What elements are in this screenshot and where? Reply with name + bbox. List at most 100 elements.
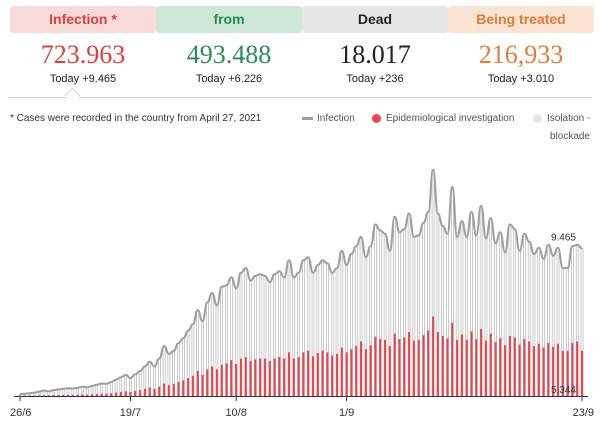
x-tick-label: 23/9 [573, 407, 594, 419]
epidemiological-bar [547, 342, 550, 396]
epidemiological-bar [71, 394, 74, 396]
epidemiological-bar [384, 339, 387, 396]
epidemiological-bar [393, 333, 396, 396]
epidemiological-bar [552, 346, 555, 396]
epidemiological-bar [412, 340, 415, 396]
infection-line [19, 168, 583, 396]
summary-cards: Infection * 723.963 Today +9.465 from 49… [10, 6, 594, 96]
epidemiological-bar [43, 395, 46, 396]
epidemiological-bar [129, 392, 132, 396]
epidemiological-bar [110, 393, 113, 396]
epidemiological-bar [283, 358, 286, 396]
x-tick-label: 26/6 [10, 407, 31, 419]
footnote: * Cases were recorded in the country fro… [10, 113, 262, 124]
epidemiological-bar [331, 355, 334, 396]
epidemiological-bar [86, 394, 89, 396]
epidemiological-bar [484, 340, 487, 396]
epidemiological-bar [225, 363, 228, 396]
epidemiological-bar [470, 331, 473, 396]
epidemiological-bar [513, 337, 516, 396]
epidemiological-bar [446, 338, 449, 396]
epidemiological-bar [263, 358, 266, 396]
epidemiological-bar [576, 341, 579, 396]
epidemiological-bar [417, 339, 420, 396]
epidemiological-bar [119, 391, 122, 396]
epidemiological-bar [163, 383, 166, 396]
epidemiological-bar [124, 391, 127, 396]
epidemiological-bar [504, 345, 507, 396]
infection-card-value: 723.963 [40, 40, 126, 69]
legend-grey-dot-icon [533, 113, 542, 123]
epidemiological-bar [230, 360, 233, 396]
dead-card-label: Dead [302, 6, 448, 33]
epidemiological-bar [220, 364, 223, 396]
epidemiological-bar [441, 335, 444, 396]
epidemiological-bar [321, 350, 324, 396]
epidemiological-bar [115, 392, 118, 396]
legend-epidemiological: Epidemiological investigation [372, 113, 514, 124]
infection-card[interactable]: Infection * 723.963 Today +9.465 [10, 6, 156, 86]
epidemiological-bar [489, 333, 492, 396]
legend-isolation-cont: blockade [549, 131, 590, 142]
being-treated-card-value: 216,933 [478, 40, 564, 69]
epidemiological-bar [191, 375, 194, 396]
epidemiological-latest-label: 5.344 [551, 385, 576, 396]
dead-card-today: Today +236 [346, 73, 404, 85]
epidemiological-bar [326, 352, 329, 396]
epidemiological-bar [302, 352, 305, 396]
recovered-card[interactable]: from 493.488 Today +6.226 [156, 6, 302, 86]
epidemiological-bar [379, 339, 382, 396]
dead-card-value: 18.017 [339, 40, 411, 69]
epidemiological-bar [249, 360, 252, 396]
section-divider [8, 97, 592, 98]
chart-legend: Infection Epidemiological investigation … [300, 113, 592, 147]
epidemiological-bar [355, 346, 358, 396]
epidemiological-bar [316, 353, 319, 396]
epidemiological-bar [456, 339, 459, 396]
epidemiological-bar [182, 380, 185, 396]
epidemiological-bar [350, 349, 353, 396]
epidemiological-bar [398, 339, 401, 396]
epidemiological-bar [57, 395, 60, 396]
epidemiological-bar [91, 394, 94, 396]
epidemiological-bar [196, 371, 199, 396]
epidemiological-bar [345, 352, 348, 396]
epidemiological-bar [403, 337, 406, 396]
epidemiological-bar [422, 335, 425, 396]
legend-infection: Infection [302, 113, 355, 124]
epidemiological-bar [499, 338, 502, 396]
epidemiological-bar [292, 358, 295, 396]
being-treated-card[interactable]: Being treated 216,933 Today +3.010 [448, 6, 594, 86]
epidemiological-bar [76, 394, 79, 396]
epidemiological-bar [47, 395, 50, 396]
epidemiological-bar [177, 381, 180, 396]
epidemiological-bar [239, 358, 242, 396]
epidemiological-bar [556, 343, 559, 396]
epidemiological-bar [451, 322, 454, 396]
epidemiological-bar [134, 390, 137, 396]
legend-isolation: Isolation - [533, 113, 590, 124]
epidemiological-bar [388, 346, 391, 396]
epidemiological-bar [62, 394, 65, 396]
epidemiological-bar [187, 378, 190, 396]
epidemiological-bar [158, 386, 161, 396]
epidemiological-bar [475, 339, 478, 396]
epidemiological-bar [518, 344, 521, 396]
epidemiological-bar [278, 357, 281, 396]
epidemiological-bar [143, 388, 146, 396]
epidemiological-bar [537, 343, 540, 396]
epidemiological-bar [460, 334, 463, 396]
dead-card[interactable]: Dead 18.017 Today +236 [302, 6, 448, 86]
epidemiological-bar [408, 332, 411, 396]
epidemiological-bar [494, 342, 497, 396]
epidemiological-bar [542, 347, 545, 396]
epidemiological-bar [38, 395, 41, 396]
legend-red-dot-icon [372, 113, 381, 123]
epidemiological-bar [100, 393, 103, 396]
epidemiological-bar [211, 366, 214, 396]
epidemiological-bar [139, 390, 142, 396]
x-tick-label: 1/9 [339, 407, 354, 419]
epidemiological-bar [523, 339, 526, 396]
cases-chart: 26/6 19/7 10/8 1/9 23/9 9.465 5.344 [10, 168, 594, 419]
epidemiological-bar [206, 369, 209, 396]
